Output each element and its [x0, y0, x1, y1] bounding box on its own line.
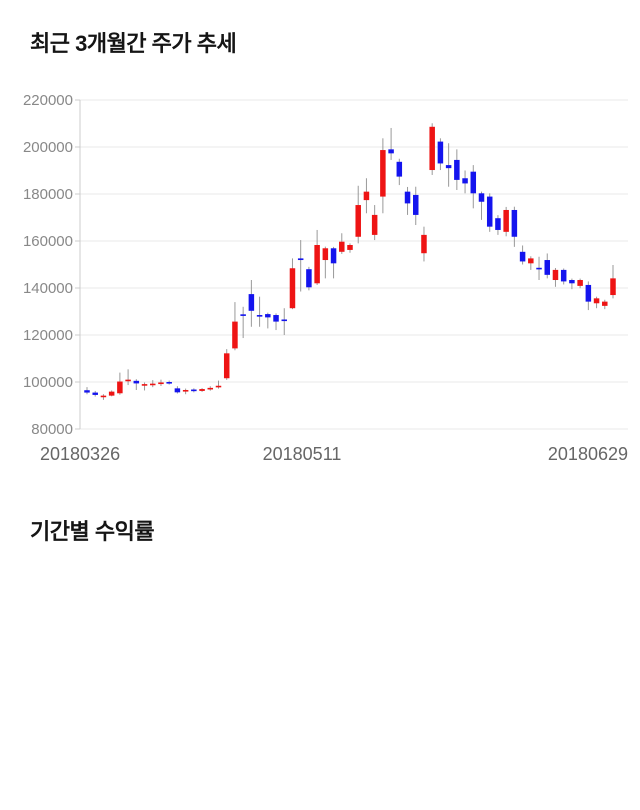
candle-down — [544, 260, 550, 275]
candle-up — [223, 353, 230, 379]
candle-down — [240, 314, 246, 316]
candle-down — [404, 191, 411, 204]
x-tick-label: 20180629 — [548, 444, 628, 464]
candle-up — [314, 244, 320, 284]
candle-up — [602, 301, 608, 306]
candle-down — [454, 159, 460, 180]
candle-down — [437, 141, 444, 164]
candle-down — [191, 389, 197, 392]
candle-down — [166, 382, 172, 384]
candle-down — [569, 280, 575, 284]
candle-down — [273, 315, 279, 322]
y-tick-label: 220000 — [23, 92, 73, 109]
y-tick-label: 80000 — [31, 421, 73, 438]
candle-down — [281, 319, 287, 322]
candle-up — [199, 389, 205, 391]
candle-down — [265, 314, 271, 318]
candle-down — [470, 171, 477, 194]
candle-up — [125, 379, 131, 382]
candle-down — [174, 388, 181, 393]
candle-up — [528, 258, 534, 264]
y-tick-label: 140000 — [23, 280, 73, 297]
candle-down — [388, 149, 394, 154]
candle-up — [289, 268, 296, 309]
candle-down — [445, 165, 452, 169]
candle-up — [347, 244, 353, 250]
candle-up — [150, 383, 156, 386]
candle-down — [396, 161, 403, 177]
candle-down — [511, 209, 518, 237]
x-tick-label: 20180326 — [40, 444, 120, 464]
candle-up — [371, 214, 378, 235]
y-tick-label: 100000 — [23, 374, 73, 391]
y-tick-label: 200000 — [23, 139, 73, 156]
candle-down — [519, 251, 526, 262]
candle-down — [306, 269, 312, 288]
candle-down — [330, 248, 337, 264]
candle-up — [215, 385, 222, 388]
candle-up — [339, 241, 345, 252]
candle-down — [248, 294, 255, 311]
candle-down — [536, 267, 542, 270]
candle-up — [232, 321, 238, 349]
returns-chart-title: 기간별 수익률 — [30, 519, 155, 544]
candle-up — [117, 381, 123, 394]
candle-up — [108, 391, 115, 396]
candle-down — [462, 178, 468, 184]
candle-down — [133, 380, 140, 384]
candle-down — [495, 218, 501, 230]
candle-up — [610, 278, 616, 296]
candle-up — [363, 191, 370, 201]
candle-up — [577, 280, 583, 286]
candle-up — [429, 126, 435, 171]
candle-down — [256, 315, 263, 317]
candle-up — [552, 269, 559, 281]
candle-up — [100, 395, 107, 398]
candle-down — [560, 269, 567, 282]
y-tick-label: 120000 — [23, 327, 73, 344]
candle-up — [141, 384, 148, 386]
price-chart-title: 최근 3개월간 주가 추세 — [30, 31, 237, 56]
candle-down — [585, 284, 592, 302]
x-tick-label: 20180511 — [263, 444, 342, 464]
candle-up — [182, 389, 189, 392]
candle-down — [92, 392, 98, 395]
candle-up — [380, 150, 386, 197]
candle-down — [413, 194, 419, 215]
candle-up — [503, 209, 509, 232]
y-tick-label: 160000 — [23, 233, 73, 250]
price-candlestick-chart: 220000 200000 180000 160000 140000 120000 1000… — [23, 92, 628, 464]
candle-down — [486, 196, 493, 227]
candle-down — [478, 193, 485, 202]
candle-up — [421, 234, 427, 254]
candle-down — [84, 390, 90, 393]
candle-up — [207, 387, 214, 390]
candle-up — [355, 205, 361, 237]
candle-down — [297, 258, 304, 261]
y-tick-label: 180000 — [23, 186, 73, 203]
candle-up — [158, 382, 164, 385]
candle-up — [322, 248, 329, 261]
candle-up — [593, 298, 600, 304]
returns-bar-chart: 100500-501일1주일1개월3개월6개월1년수익률(%) — [0, 480, 640, 810]
